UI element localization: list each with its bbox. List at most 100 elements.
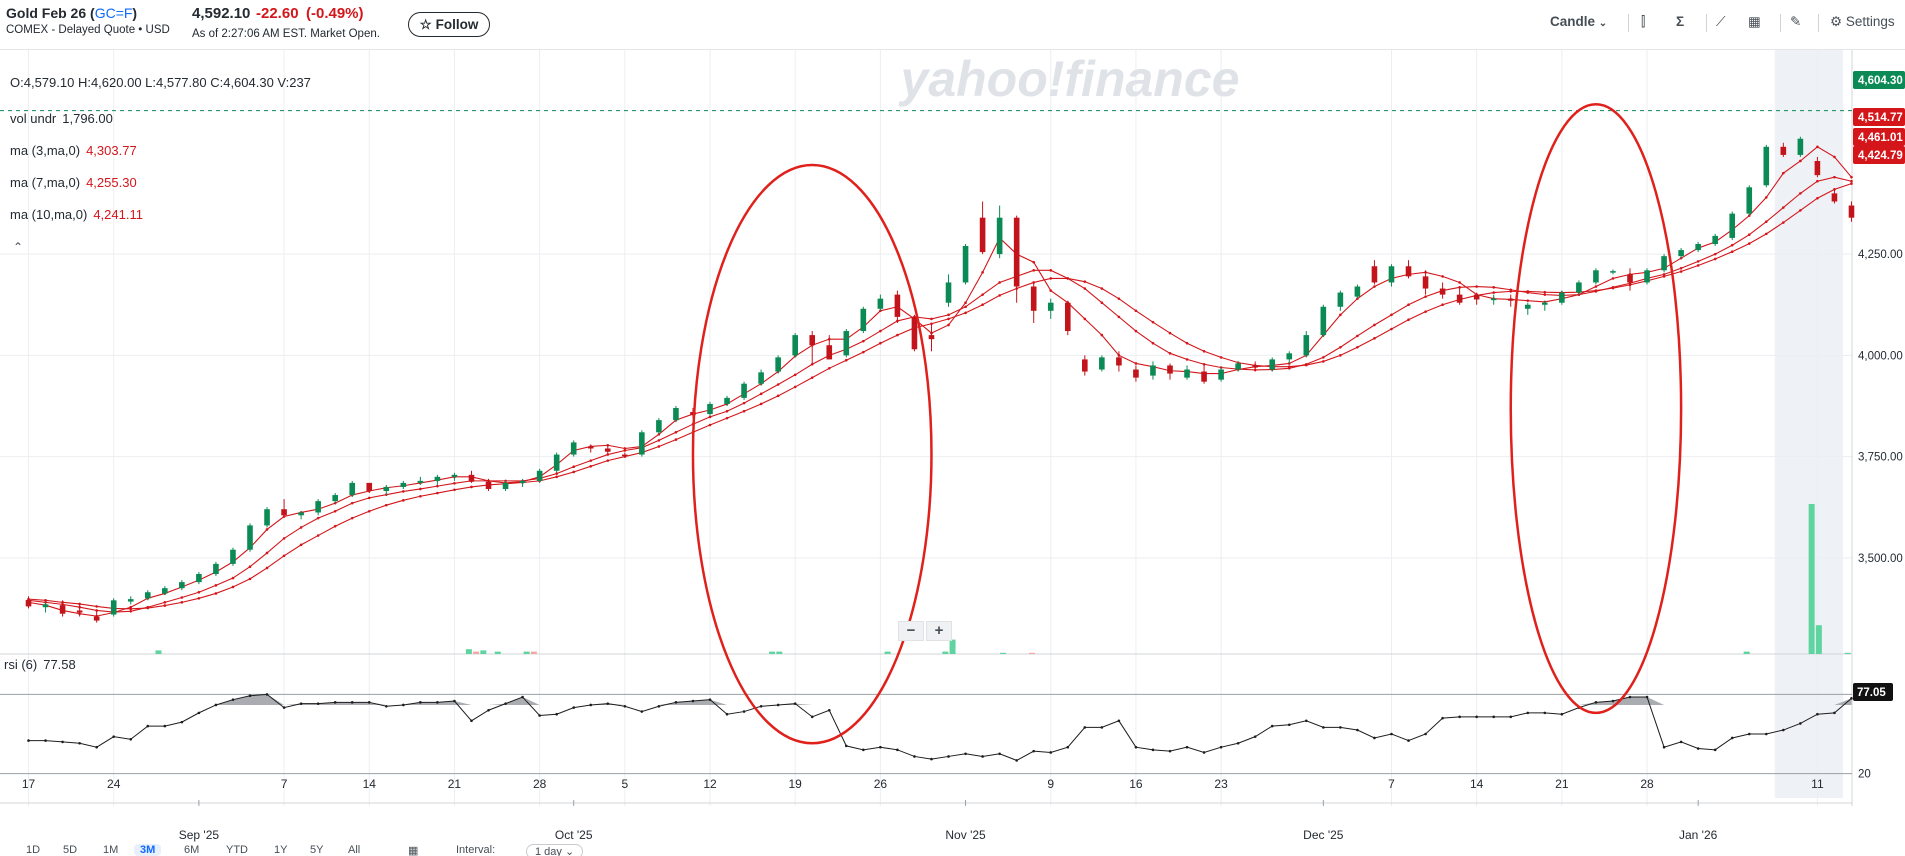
candle-body (809, 335, 816, 346)
toolbar-divider (1628, 14, 1629, 32)
ma10-line-point (350, 516, 354, 520)
range-all[interactable]: All (348, 844, 361, 856)
candle-body (196, 574, 202, 583)
ma7-line-point (163, 601, 167, 604)
legend-ma3[interactable]: ma (3,ma,0) 4,303.77 (10, 143, 137, 158)
volume-bar (465, 649, 472, 654)
month-tick-label: Dec '25 (1303, 828, 1344, 842)
drawing-trend-icon[interactable]: ⟋ (1716, 14, 1726, 29)
ma7-line-point (1151, 341, 1155, 345)
month-tick-label: Oct '25 (555, 828, 593, 842)
legend-value: 77.58 (43, 657, 76, 672)
rsi-point (1270, 724, 1274, 728)
legend-ma10[interactable]: ma (10,ma,0) 4,241.11 (10, 207, 143, 222)
candle-body (1576, 282, 1582, 293)
rsi-point (1339, 726, 1342, 729)
interval-select[interactable]: 1 day ⌄ (526, 844, 584, 856)
candle-body (1524, 304, 1531, 309)
volume-bar (155, 650, 162, 654)
candle-body (639, 432, 645, 455)
ma10-line-point (1799, 209, 1802, 212)
rsi-overbought-fill (488, 703, 506, 705)
range-ytd[interactable]: YTD (226, 844, 248, 856)
candle-body (1116, 357, 1122, 366)
ma10-line-point (1543, 290, 1547, 294)
candle-body (707, 403, 713, 415)
ma7-line-point (947, 313, 950, 317)
rsi-point (1764, 732, 1768, 736)
rsi-point (1066, 745, 1070, 749)
range-3m[interactable]: 3M (134, 844, 162, 856)
legend-value: 4,303.77 (86, 143, 137, 158)
ma10-line-point (1202, 350, 1206, 353)
rsi-point (402, 703, 405, 707)
calendar-icon[interactable]: ▦ (1748, 14, 1761, 29)
range-1y[interactable]: 1Y (274, 844, 288, 856)
ma7-line-point (436, 484, 439, 488)
rsi-point (930, 757, 933, 761)
candle-body (1644, 270, 1650, 283)
pencil-icon[interactable]: ✎ (1790, 14, 1802, 29)
day-tick-label: 17 (22, 777, 36, 791)
volume-bar (1000, 652, 1007, 654)
legend-label: ma (3,ma,0) (10, 143, 81, 158)
candle-body (1303, 335, 1310, 356)
zoom-out-button[interactable]: − (898, 621, 924, 641)
ma10-line-point (44, 599, 47, 602)
volume-bar (480, 650, 487, 654)
candle-body (1405, 266, 1412, 277)
rsi-point (129, 737, 133, 741)
ticker-link[interactable]: GC=F (94, 5, 133, 21)
rsi-overbought-fill (658, 702, 676, 705)
range-1d[interactable]: 1D (26, 844, 41, 856)
price-tag (1853, 108, 1905, 126)
rsi-point (1730, 736, 1734, 740)
candle-body (298, 512, 304, 516)
rsi-point (1287, 723, 1291, 727)
candle-body (996, 217, 1003, 255)
legend-ma7[interactable]: ma (7,ma,0) 4,255.30 (10, 175, 137, 190)
candle-body (1439, 288, 1446, 295)
range-1m[interactable]: 1M (103, 844, 119, 856)
legend-volume[interactable]: vol undr 1,796.00 (10, 111, 113, 126)
chart-type-select[interactable]: Candle ⌄ (1550, 14, 1607, 29)
interval-value: 1 day (535, 846, 562, 856)
candle-body (264, 509, 270, 526)
compare-icon[interactable]: ⫿ (1641, 14, 1646, 29)
settings-button[interactable]: ⚙ Settings (1830, 14, 1895, 30)
ma3-line-point (947, 323, 950, 327)
legend-label: vol undr (10, 111, 57, 126)
candle-body (366, 482, 373, 492)
zoom-in-button[interactable]: + (926, 621, 952, 641)
exchange-subtitle: COMEX - Delayed Quote • USD (6, 24, 170, 36)
candle-body (587, 446, 594, 449)
month-tick-label: Nov '25 (945, 828, 986, 842)
follow-button[interactable]: ☆ Follow (408, 12, 490, 37)
candle-body (979, 217, 986, 253)
rsi-point (248, 694, 252, 698)
price-chart[interactable]: yahoo!finance 4,250.00 4,000.00 3,750.00 3,5… (0, 50, 1905, 856)
candle-body (1678, 250, 1684, 257)
indicators-icon[interactable]: Σ (1676, 14, 1685, 29)
chevron-up-icon[interactable]: ⌃ (13, 240, 24, 254)
range-5d[interactable]: 5D (63, 844, 78, 856)
ma10-line-point (827, 367, 831, 370)
shaded-region (1774, 50, 1843, 798)
ma10-line-point (844, 358, 848, 362)
rsi-point (1782, 728, 1785, 732)
ma10-line-point (1764, 232, 1768, 236)
rsi-point (1509, 715, 1513, 719)
date-range-icon[interactable]: ▦ (408, 845, 419, 856)
toolbar-divider (1780, 14, 1781, 32)
ma10-line-point (1526, 290, 1530, 293)
ma10-line-point (759, 402, 763, 406)
rsi-point (504, 702, 507, 705)
rsi-point (1850, 697, 1853, 700)
range-6m[interactable]: 6M (184, 844, 200, 856)
ma10-line-point (214, 592, 218, 595)
range-5y[interactable]: 5Y (310, 844, 324, 856)
legend-rsi[interactable]: rsi (6) 77.58 (4, 657, 76, 672)
rsi-point (214, 703, 218, 707)
ma7-line (28, 176, 1852, 613)
settings-label: Settings (1845, 14, 1895, 29)
